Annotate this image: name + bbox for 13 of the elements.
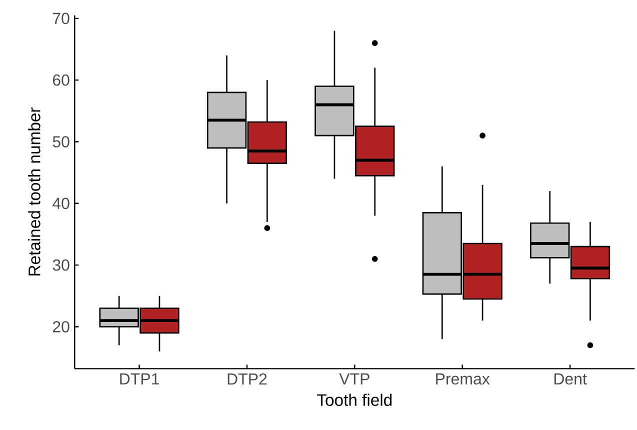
x-tick-label: Dent	[554, 373, 587, 385]
x-tick-label: DTP1	[120, 373, 159, 384]
y-tick-label: 20	[52, 321, 70, 332]
y-tick-label: 30	[52, 259, 70, 271]
y-tick-label: 50	[52, 136, 70, 148]
x-tick-label: VTP	[339, 373, 370, 384]
x-tick-label: Premax	[436, 373, 490, 385]
y-tick-label: 60	[52, 74, 70, 86]
y-tick-label: 40	[52, 198, 70, 210]
y-tick-label: 70	[52, 12, 70, 24]
y-axis-title: Retained tooth number	[28, 108, 40, 276]
x-tick-label: DTP2	[228, 373, 267, 385]
x-axis-title: Tooth field	[317, 394, 392, 406]
